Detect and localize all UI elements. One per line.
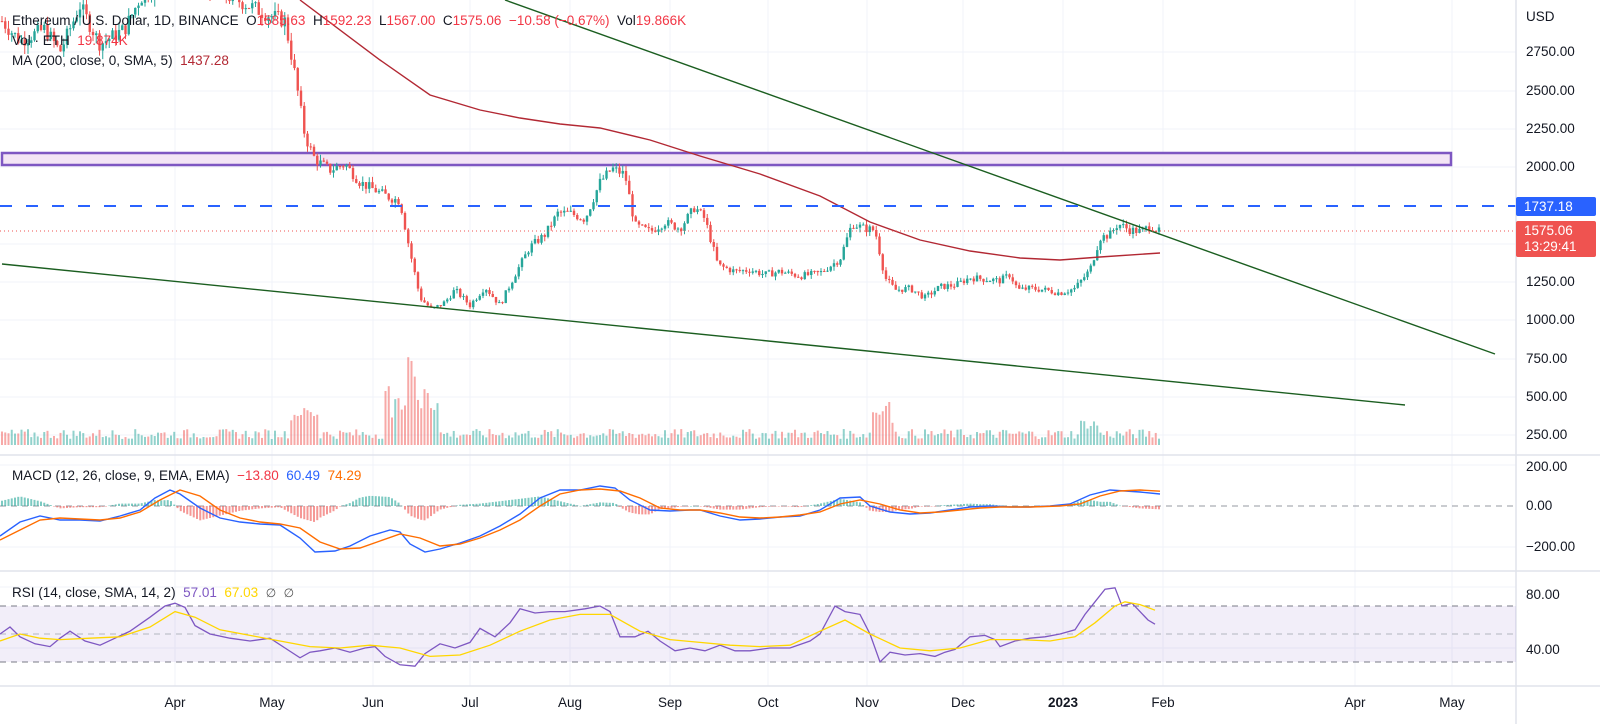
time-label: May bbox=[1439, 695, 1465, 710]
rsi-tick: 80.00 bbox=[1526, 587, 1560, 602]
time-label: Jul bbox=[461, 695, 479, 710]
price-tick: 2250.00 bbox=[1526, 121, 1575, 136]
volume-label: Vol · ETH bbox=[12, 33, 70, 48]
price-tick: 2500.00 bbox=[1526, 83, 1575, 98]
time-label: Feb bbox=[1151, 695, 1175, 710]
rsi-value: 57.01 bbox=[183, 585, 217, 600]
time-label: Aug bbox=[557, 695, 583, 710]
rsi-line[interactable] bbox=[0, 587, 1156, 667]
macd-line[interactable] bbox=[0, 485, 1161, 553]
macd-tick: 0.00 bbox=[1526, 498, 1553, 513]
volume-legend[interactable]: Vol · ETH 19.874K bbox=[12, 32, 128, 50]
ma-value: 1437.28 bbox=[180, 53, 229, 68]
time-label: Oct bbox=[757, 695, 779, 710]
resistance-price-tag: 1737.18 bbox=[1516, 197, 1596, 216]
ma200-line[interactable] bbox=[299, 0, 1161, 261]
low-value: 1567.00 bbox=[386, 13, 436, 28]
vol-value: 19.866K bbox=[635, 13, 687, 28]
signal-line[interactable] bbox=[0, 488, 1161, 550]
macd-histogram bbox=[1, 495, 1160, 522]
time-label: Jun bbox=[362, 695, 384, 710]
rsi-tick: 40.00 bbox=[1526, 642, 1560, 657]
macd-legend[interactable]: MACD (12, 26, close, 9, EMA, EMA) −13.80… bbox=[12, 467, 361, 485]
price-tick: 2750.00 bbox=[1526, 44, 1575, 59]
empty-value-icon: ∅ bbox=[283, 586, 295, 600]
time-label: Apr bbox=[164, 695, 186, 710]
volume-value: 19.874K bbox=[77, 33, 128, 48]
close-value: 1575.06 bbox=[452, 13, 502, 28]
upper-trendline[interactable] bbox=[504, 0, 1496, 355]
time-label: Dec bbox=[950, 695, 976, 710]
ma-legend[interactable]: MA (200, close, 0, SMA, 5) 1437.28 bbox=[12, 52, 229, 70]
price-tick: 1000.00 bbox=[1526, 312, 1575, 327]
last-price-value: 1575.06 bbox=[1524, 223, 1573, 238]
last-price-tag: 1575.06 13:29:41 bbox=[1516, 221, 1596, 257]
time-label: 2023 bbox=[1047, 695, 1079, 710]
time-label: May bbox=[259, 695, 285, 710]
grid-lines bbox=[0, 0, 1516, 686]
macd-label: MACD (12, 26, close, 9, EMA, EMA) bbox=[12, 468, 230, 483]
symbol-legend[interactable]: Ethereum / U.S. Dollar, 1D, BINANCE O158… bbox=[12, 12, 686, 30]
macd-value: 60.49 bbox=[286, 468, 321, 483]
time-label: Sep bbox=[657, 695, 683, 710]
symbol-title: Ethereum / U.S. Dollar, 1D, BINANCE bbox=[12, 13, 239, 28]
vol-label: Vol bbox=[617, 13, 636, 28]
macd-tick: −200.00 bbox=[1526, 539, 1576, 554]
supply-zone[interactable] bbox=[0, 151, 1453, 167]
empty-value-icon: ∅ bbox=[265, 586, 277, 600]
high-value: 1592.23 bbox=[322, 13, 372, 28]
bar-countdown: 13:29:41 bbox=[1524, 239, 1577, 254]
open-label: O bbox=[246, 13, 257, 28]
rsi-ma-line[interactable] bbox=[0, 601, 1156, 658]
signal-value: 74.29 bbox=[327, 468, 362, 483]
price-tick: 2000.00 bbox=[1526, 159, 1575, 174]
lower-trendline[interactable] bbox=[1, 263, 1406, 406]
price-tick: 500.00 bbox=[1526, 389, 1568, 404]
price-tick: 1250.00 bbox=[1526, 274, 1575, 289]
low-label: L bbox=[379, 13, 387, 28]
rsi-band bbox=[0, 606, 1516, 662]
currency-label[interactable]: USD bbox=[1526, 9, 1555, 24]
time-label: Apr bbox=[1344, 695, 1366, 710]
close-label: C bbox=[442, 13, 453, 28]
macd-tick: 200.00 bbox=[1526, 459, 1568, 474]
rsi-ma-value: 67.03 bbox=[224, 585, 259, 600]
candlesticks bbox=[0, 0, 1161, 310]
volume-bars bbox=[1, 357, 1160, 445]
open-value: 1585.63 bbox=[256, 13, 306, 28]
rsi-legend[interactable]: RSI (14, close, SMA, 14, 2) 57.01 67.03 … bbox=[12, 584, 294, 602]
high-label: H bbox=[312, 13, 323, 28]
time-label: Nov bbox=[854, 695, 880, 710]
price-tick: 250.00 bbox=[1526, 427, 1568, 442]
macd-hist-value: −13.80 bbox=[237, 468, 279, 483]
ma-label: MA (200, close, 0, SMA, 5) bbox=[12, 53, 173, 68]
rsi-label: RSI (14, close, SMA, 14, 2) bbox=[12, 585, 176, 600]
change-value: −10.58 (−0.67%) bbox=[508, 13, 610, 28]
price-tick: 750.00 bbox=[1526, 351, 1568, 366]
